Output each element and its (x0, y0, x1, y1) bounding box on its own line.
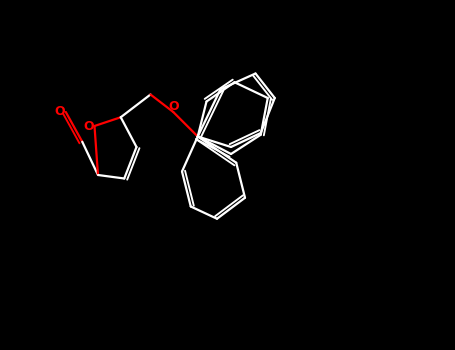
Text: O: O (168, 100, 178, 113)
Text: O: O (54, 105, 65, 119)
Text: O: O (83, 119, 94, 133)
